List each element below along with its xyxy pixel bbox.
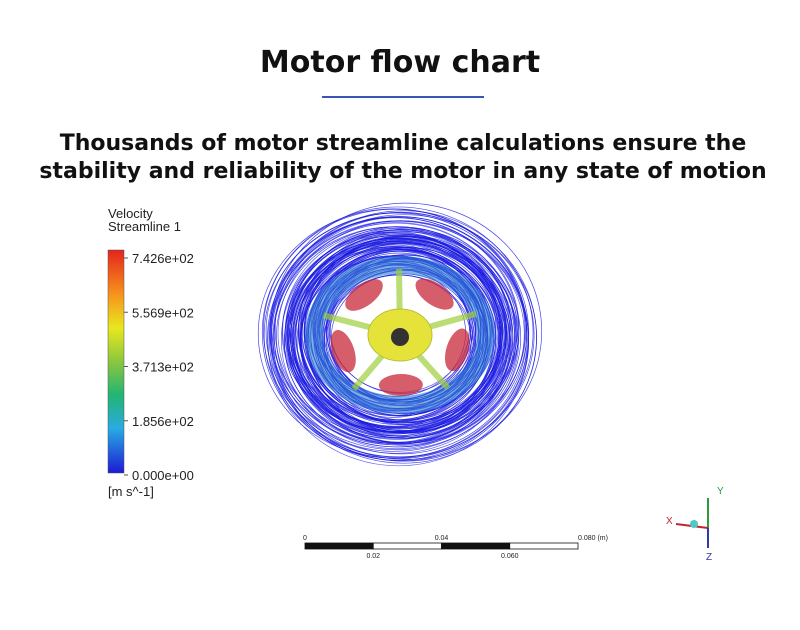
magnet [378,373,423,396]
streamline [261,206,534,459]
streamline [273,226,514,444]
legend-title: Streamline 1 [108,219,181,234]
legend-ticks: 7.426e+02 5.569e+02 3.713e+02 1.856e+02 0.00… [124,251,194,483]
scale-segment [441,542,511,550]
legend-title: Velocity [108,206,153,221]
streamline [290,234,505,428]
streamline [274,211,527,446]
title: Motor flow chart [260,45,540,80]
axis-label: Z [706,552,712,563]
scale-segment [304,542,374,550]
scale-label: 0.060 [501,553,519,560]
streamline [263,208,526,452]
legend-label: 1.856e+02 [132,414,194,429]
streamline [283,238,511,445]
streamline [269,202,543,460]
streamline [269,220,528,458]
streamline-image [257,202,543,467]
streamline [287,231,501,435]
magnet [444,328,470,372]
axis-label: X [666,516,673,527]
streamline [263,212,535,458]
scale-label: 0.02 [366,553,380,560]
shaft [391,328,409,346]
rotor-ring [305,256,495,414]
legend-label: 5.569e+02 [132,305,194,320]
scale-bar: 0 0.04 0.080 (m) 0.02 0.060 [303,535,608,560]
streamline [291,239,514,437]
subtitle-line: stability and reliability of the motor i… [39,159,766,184]
streamline [304,236,504,423]
axis-label: Y [717,486,724,497]
scale-segment [509,542,579,550]
streamline [301,239,506,424]
streamline [277,222,516,444]
legend-label: 7.426e+02 [132,251,194,266]
legend-label: 3.713e+02 [132,360,194,375]
streamline [287,237,512,443]
magnet [330,329,356,373]
scale-label: 0 [303,535,307,542]
streamline [288,234,519,444]
color-bar [107,249,125,474]
axes-triad: Y X Z [666,486,724,563]
magnet [415,278,454,310]
legend-label: 0.000e+00 [132,468,194,483]
scale-segment [372,542,442,550]
streamline [272,222,520,454]
scale-label: 0.080 (m) [578,535,608,542]
streamline [267,216,529,461]
magnet [345,279,383,311]
streamline [299,243,509,439]
streamline [285,229,512,430]
legend-unit: [m s^-1] [108,484,154,499]
scale-label: 0.04 [435,535,449,542]
streamline [271,214,537,462]
subtitle-line: Thousands of motor streamline calculatio… [60,131,747,156]
